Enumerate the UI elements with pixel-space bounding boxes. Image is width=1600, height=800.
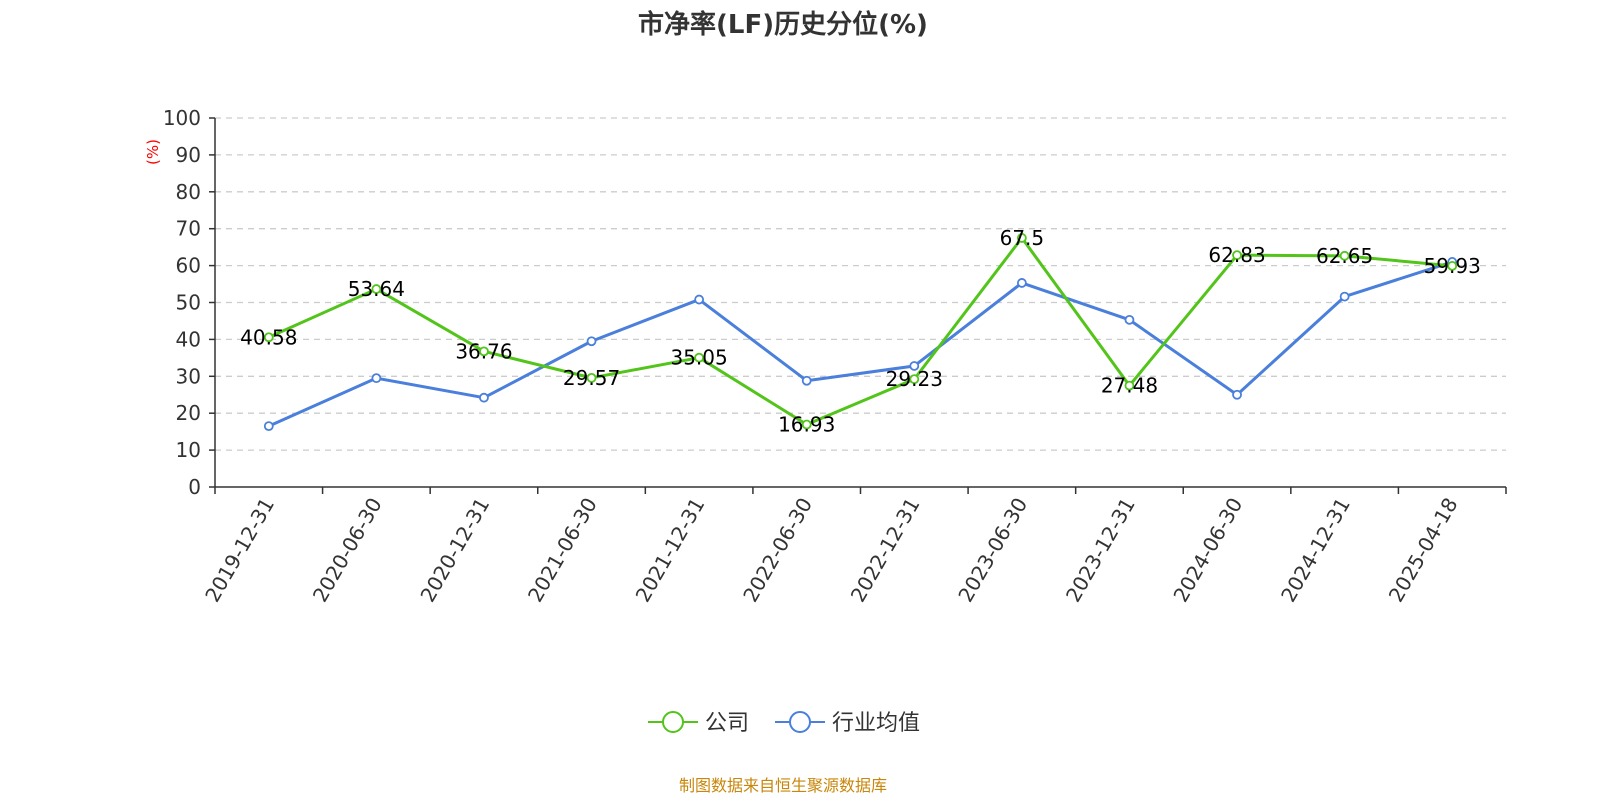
y-tick-label: 10 [176, 438, 201, 462]
y-tick-label: 60 [176, 254, 201, 278]
x-tick-label: 2020-06-30 [308, 494, 387, 607]
company-point [1447, 260, 1458, 271]
data-label: 36.76 [455, 339, 512, 363]
legend[interactable]: 公司 行业均值 [648, 711, 920, 736]
industry-avg-point [1232, 389, 1242, 400]
industry-avg-point [1124, 314, 1135, 325]
company-point [1124, 380, 1135, 391]
axes: 0 10 20 30 40 50 60 70 80 90 100 2019-12-31 2020-06-… [163, 106, 1507, 607]
chart-title: 市净率(LF)历史分位(%) [638, 9, 928, 40]
x-tick-label: 2021-06-30 [523, 494, 602, 607]
data-label: 27.48 [1101, 374, 1158, 398]
y-tick-label: 80 [176, 180, 201, 204]
y-axis-unit: (%) [144, 139, 162, 165]
company-point [371, 284, 382, 294]
x-tick-label: 2019-12-31 [200, 494, 279, 607]
industry-avg-point [263, 421, 274, 432]
data-label: 67.5 [1000, 226, 1045, 250]
x-tick-label: 2023-12-31 [1061, 494, 1140, 607]
company-point [1232, 250, 1242, 261]
industry-avg-point [586, 336, 597, 347]
series-line-industry-avg [268, 260, 1453, 428]
industry-avg-point [801, 375, 812, 386]
data-label: 62.83 [1208, 243, 1265, 267]
y-tick-label: 40 [176, 327, 201, 351]
company-point [1016, 233, 1027, 243]
data-label: 35.05 [670, 346, 727, 370]
y-tick-label: 0 [188, 475, 201, 499]
industry-avg-point [694, 294, 705, 305]
legend-label: 公司 [705, 711, 749, 736]
data-label: 59.93 [1424, 254, 1481, 278]
industry-avg-point [1016, 278, 1027, 288]
industry-avg-point [371, 373, 382, 384]
x-tick-label: 2022-06-30 [738, 494, 817, 607]
industry-avg-point [479, 392, 489, 403]
company-point [263, 332, 274, 343]
x-tick-label: 2021-12-31 [631, 494, 710, 607]
company-point [909, 374, 920, 385]
company-point [694, 352, 705, 363]
data-label: 53.64 [348, 277, 405, 301]
legend-circle-icon [789, 711, 811, 733]
y-tick-label: 20 [176, 401, 201, 425]
y-tick-label: 90 [176, 143, 201, 167]
legend-circle-icon [662, 711, 684, 733]
industry-avg-point [909, 361, 920, 371]
y-tick-label: 100 [163, 106, 201, 130]
x-tick-label: 2025-04-18 [1384, 494, 1463, 607]
data-label: 29.23 [886, 367, 943, 391]
company-point [586, 372, 597, 383]
company-point [801, 419, 812, 430]
data-source-note: 制图数据来自恒生聚源数据库 [679, 776, 887, 795]
industry-avg-point [1339, 291, 1350, 302]
x-tick-label: 2022-12-31 [846, 494, 925, 607]
company-point [1339, 250, 1350, 261]
legend-label: 行业均值 [832, 711, 920, 736]
data-labels: 40.58 53.64 36.76 29.57 35.05 16.93 29.23 67.5 2… [240, 226, 1481, 437]
data-label: 62.65 [1316, 244, 1373, 268]
company-point [479, 346, 489, 357]
series-line-company [268, 236, 1453, 427]
x-tick-label: 2024-12-31 [1276, 494, 1355, 607]
x-tick-label: 2024-06-30 [1168, 494, 1247, 607]
series [263, 233, 1458, 432]
data-label: 16.93 [778, 413, 835, 437]
legend-item-company[interactable]: 公司 [648, 711, 749, 736]
y-tick-label: 30 [176, 364, 201, 388]
x-tick-label: 2023-06-30 [953, 494, 1032, 607]
y-tick-label: 70 [176, 217, 201, 241]
x-tick-label: 2020-12-31 [415, 494, 494, 607]
y-tick-label: 50 [176, 291, 201, 315]
data-label: 29.57 [563, 366, 620, 390]
legend-item-industry-avg[interactable]: 行业均值 [775, 711, 920, 736]
data-label: 40.58 [240, 325, 297, 349]
